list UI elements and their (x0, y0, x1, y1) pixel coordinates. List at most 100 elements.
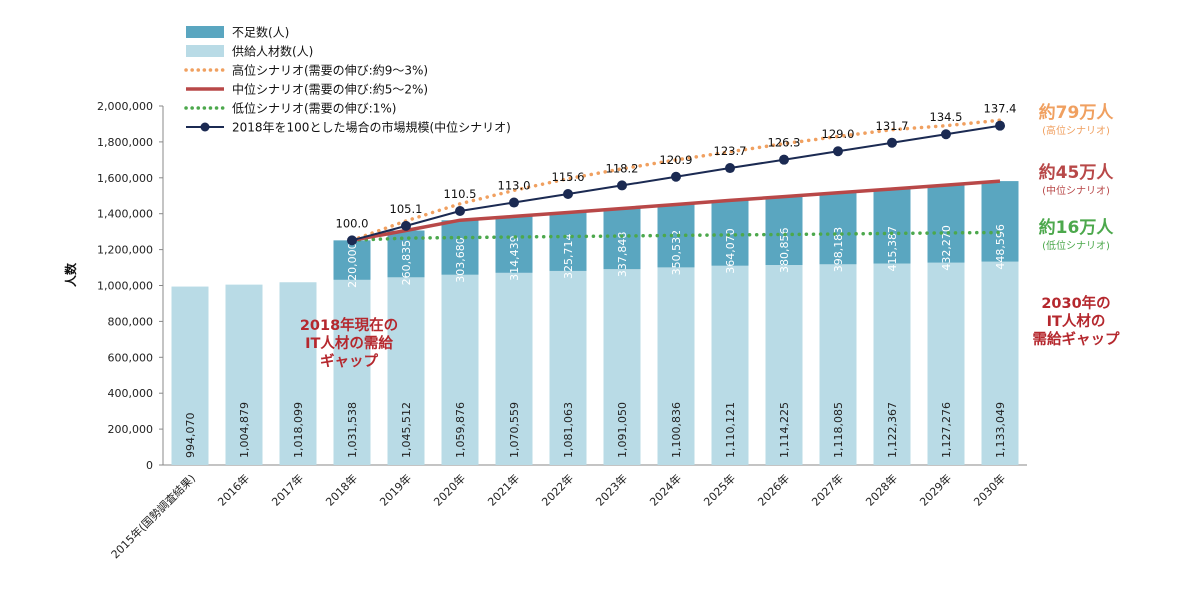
market-index-marker (671, 171, 681, 182)
y-tick-label: 1,800,000 (97, 136, 153, 149)
market-index-label: 126.3 (768, 136, 801, 150)
gap-2030-note: 需給ギャップ (1033, 330, 1120, 348)
high-scenario-note: 約79万人 (1039, 102, 1115, 123)
supply-value-label: 994,070 (184, 413, 197, 459)
mid-scenario-note: 約45万人 (1039, 162, 1115, 183)
shortage-bar (819, 192, 857, 265)
market-index-marker (617, 180, 627, 191)
market-index-label: 105.1 (390, 202, 423, 216)
legend-label: 不足数(人) (232, 25, 289, 40)
low-scenario-line (350, 230, 1002, 243)
gap-2030-note: 2030年の (1041, 294, 1110, 312)
supply-value-label: 1,070,559 (508, 402, 521, 458)
legend-label: 中位シナリオ(需要の伸び:約5〜2%) (232, 82, 428, 97)
x-tick-label: 2029年 (917, 471, 954, 508)
x-tick-label: 2025年 (701, 471, 738, 508)
supply-value-label: 1,031,538 (346, 402, 359, 458)
supply-bar (171, 286, 209, 465)
y-tick-label: 400,000 (108, 387, 154, 400)
x-tick-label: 2017年 (269, 471, 306, 508)
shortage-value-label: 220,000 (346, 242, 359, 288)
supply-value-label: 1,045,512 (400, 402, 413, 458)
gap-2018-note: ギャップ (320, 353, 378, 370)
market-index-marker (401, 220, 411, 231)
legend-swatch (186, 45, 224, 57)
shortage-value-label: 415,387 (886, 226, 899, 272)
supply-bar (387, 277, 425, 465)
low-scenario-note: 約16万人 (1039, 217, 1115, 238)
legend-swatch (186, 26, 224, 38)
shortage-bar (441, 220, 479, 275)
supply-bar (333, 279, 371, 465)
supply-value-label: 1,059,876 (454, 402, 467, 458)
x-tick-label: 2030年 (971, 471, 1008, 508)
legend-label: 低位シナリオ(需要の伸び:1%) (232, 101, 396, 116)
supply-bar (765, 264, 803, 465)
market-index-label: 110.5 (444, 187, 477, 201)
y-tick-label: 1,600,000 (97, 172, 153, 185)
gap-2030-note: IT人材の (1047, 312, 1106, 330)
y-tick-label: 1,200,000 (97, 244, 153, 257)
market-index-label: 131.7 (876, 119, 909, 133)
shortage-bar (765, 196, 803, 265)
y-tick-label: 0 (146, 459, 153, 472)
shortage-value-label: 350,532 (670, 230, 683, 276)
market-index-marker (509, 197, 519, 208)
shortage-value-label: 325,714 (562, 233, 575, 279)
y-axis-label: 人数 (63, 262, 78, 287)
high-scenario-note-sub: (高位シナリオ) (1042, 124, 1110, 137)
x-tick-label: 2020年 (431, 471, 468, 508)
supply-value-label: 1,127,276 (940, 402, 953, 458)
shortage-value-label: 337,848 (616, 232, 629, 278)
x-tick-label: 2021年 (485, 471, 522, 508)
market-index-marker (995, 120, 1005, 131)
legend-label: 供給人材数(人) (232, 44, 313, 59)
supply-bar (441, 274, 479, 465)
shortage-bar (495, 216, 533, 273)
market-index-label: 123.7 (714, 144, 747, 158)
x-tick-label: 2023年 (593, 471, 630, 508)
market-index-label: 137.4 (984, 102, 1017, 116)
supply-value-label: 1,118,085 (832, 402, 845, 458)
x-tick-label: 2016年 (215, 471, 252, 508)
mid-scenario-line (351, 179, 1001, 243)
market-index-marker (455, 206, 465, 217)
market-index-marker (779, 154, 789, 165)
shortage-bar (549, 212, 587, 271)
supply-bar (819, 264, 857, 465)
shortage-value-label: 432,270 (940, 225, 953, 271)
y-tick-label: 1,400,000 (97, 208, 153, 221)
supply-bar (495, 272, 533, 465)
x-tick-label: 2026年 (755, 471, 792, 508)
supply-bar (657, 267, 695, 465)
x-tick-label: 2022年 (539, 471, 576, 508)
gap-2018-note: 2018年現在の (300, 316, 398, 334)
supply-bar (711, 265, 749, 465)
supply-bar (927, 262, 965, 465)
supply-value-label: 1,133,049 (994, 402, 1007, 458)
high-scenario-line (350, 118, 1002, 243)
shortage-value-label: 260,835 (400, 240, 413, 286)
shortage-value-label: 448,596 (994, 224, 1007, 270)
shortage-value-label: 364,070 (724, 228, 737, 274)
market-index-marker (563, 189, 573, 200)
supply-bar (549, 270, 587, 465)
supply-value-label: 1,004,879 (238, 402, 251, 458)
supply-bar (981, 261, 1019, 465)
market-index-label: 134.5 (930, 110, 963, 124)
shortage-bar (711, 200, 749, 266)
shortage-value-label: 314,439 (508, 235, 521, 281)
market-index-label: 120.9 (660, 153, 693, 167)
y-tick-label: 200,000 (108, 423, 154, 436)
shortage-value-label: 380,856 (778, 227, 791, 273)
shortage-bar (333, 240, 371, 280)
low-scenario-note-sub: (低位シナリオ) (1042, 239, 1110, 252)
x-tick-label: 2024年 (647, 471, 684, 508)
y-tick-label: 2,000,000 (97, 100, 153, 113)
supply-value-label: 1,110,121 (724, 402, 737, 458)
shortage-bar (981, 181, 1019, 262)
shortage-value-label: 303,680 (454, 237, 467, 283)
supply-value-label: 1,122,367 (886, 402, 899, 458)
x-tick-label: 2028年 (863, 471, 900, 508)
